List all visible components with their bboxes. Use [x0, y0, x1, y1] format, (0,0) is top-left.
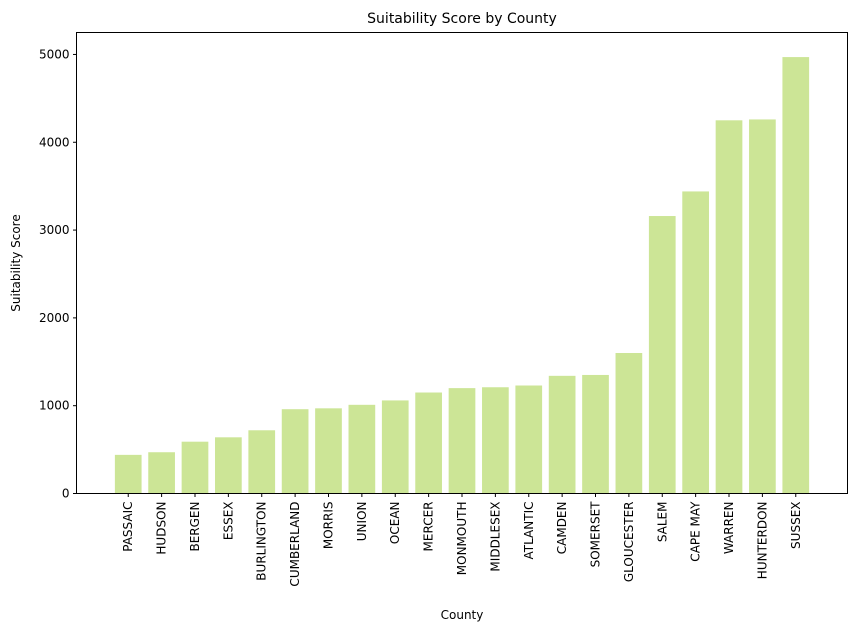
- y-tick-label: 3000: [39, 223, 70, 237]
- x-tick-label: MONMOUTH: [455, 502, 469, 576]
- bar-essex: [215, 437, 242, 494]
- x-tick-label: SALEM: [655, 502, 669, 543]
- bar-burlington: [248, 430, 276, 494]
- bar-warren: [715, 120, 743, 494]
- y-axis-title: Suitability Score: [9, 214, 23, 311]
- y-axis-ticks: 0 1000 2000 3000 4000 5000: [39, 47, 77, 501]
- bar-mercer: [415, 392, 442, 494]
- bar-passaic: [114, 454, 142, 494]
- bar-cumberland: [281, 409, 309, 494]
- x-tick-label: ATLANTIC: [522, 502, 536, 560]
- bar-somerset: [582, 374, 609, 494]
- x-tick-label: HUNTERDON: [755, 502, 769, 580]
- x-tick-label: GLOUCESTER: [622, 502, 636, 583]
- x-axis-title: County: [441, 608, 484, 622]
- bar-salem: [648, 216, 676, 494]
- bar-morris: [315, 408, 342, 494]
- x-tick-label: MORRIS: [321, 502, 335, 550]
- x-tick-label: OCEAN: [388, 502, 402, 545]
- x-tick-label: BURLINGTON: [255, 502, 269, 581]
- x-tick-label: SOMERSET: [589, 501, 603, 568]
- bar-hudson: [148, 452, 175, 494]
- chart-title: Suitability Score by County: [367, 11, 557, 27]
- bar-ocean: [381, 400, 409, 494]
- bar-gloucester: [615, 353, 643, 494]
- bar-atlantic: [515, 385, 543, 494]
- y-tick-label: 4000: [39, 135, 70, 149]
- x-axis-ticks: PASSAIC HUDSON BERGEN ESSEX BURLINGTON CUMBER…: [121, 493, 803, 587]
- x-tick-label: BERGEN: [188, 502, 202, 552]
- x-tick-label: CAPE MAY: [689, 501, 703, 562]
- y-tick-label: 2000: [39, 311, 70, 325]
- y-tick-label: 1000: [39, 399, 70, 413]
- x-tick-label: WARREN: [722, 502, 736, 555]
- plot-frame: [76, 32, 848, 494]
- bar-bergen: [181, 441, 209, 494]
- y-tick-label: 5000: [39, 47, 70, 61]
- bar-sussex: [782, 57, 810, 494]
- bar-union: [348, 404, 376, 494]
- x-tick-label: CUMBERLAND: [288, 502, 302, 587]
- x-tick-label: MIDDLESEX: [488, 502, 502, 572]
- y-tick-label: 0: [62, 487, 70, 501]
- x-tick-label: SUSSEX: [789, 502, 803, 549]
- x-tick-label: PASSAIC: [121, 502, 135, 552]
- x-tick-label: CAMDEN: [555, 502, 569, 555]
- x-tick-label: ESSEX: [221, 502, 235, 541]
- bar-monmouth: [448, 388, 476, 494]
- bar-middlesex: [482, 387, 509, 494]
- bar-camden: [548, 375, 576, 494]
- bar-cape-may: [682, 191, 709, 494]
- bars-group: [114, 57, 810, 494]
- x-tick-label: HUDSON: [155, 502, 169, 555]
- bar-hunterdon: [749, 119, 776, 494]
- x-tick-label: UNION: [355, 502, 369, 542]
- x-tick-label: MERCER: [422, 502, 436, 552]
